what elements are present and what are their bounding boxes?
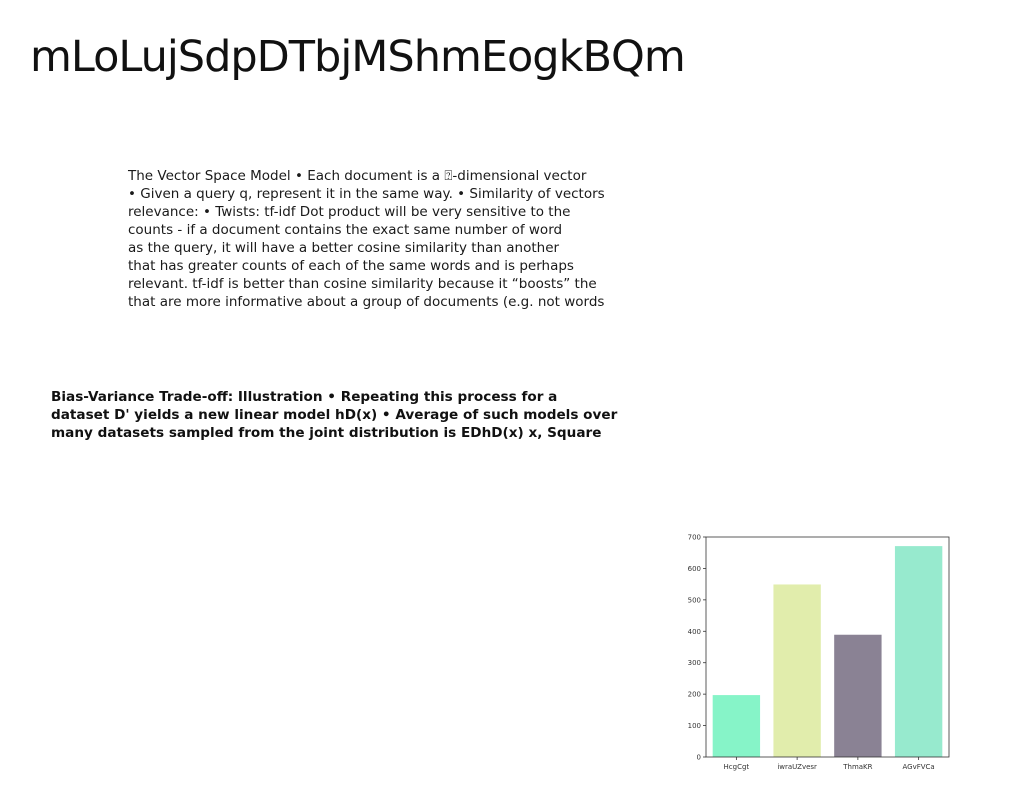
y-tick-label: 400 <box>688 628 701 636</box>
bar-HcgCgt <box>712 695 761 757</box>
vector-space-paragraph: The Vector Space Model • Each document i… <box>128 167 648 311</box>
bar-chart: 0 100 200 300 400 500 600 700 HcgCgt iwraUZvesr T… <box>688 534 950 771</box>
bold-line: Bias-Variance Trade-off: Illustration • … <box>51 389 558 405</box>
y-tick-label: 600 <box>688 565 701 573</box>
paragraph-line: counts - if a document contains the exac… <box>128 222 563 238</box>
bold-line: many datasets sampled from the joint dis… <box>51 425 602 441</box>
x-tick-label: iwraUZvesr <box>777 763 817 771</box>
y-tick-label: 200 <box>688 691 701 699</box>
bar-ThmaKR <box>834 634 882 757</box>
bars <box>712 546 943 757</box>
x-tick-label: ThmaKR <box>842 763 872 771</box>
paragraph-line: that are more informative about a group … <box>128 294 605 310</box>
y-tick-label: 500 <box>688 596 701 604</box>
plot-frame <box>705 536 950 758</box>
y-tick-label: 100 <box>688 722 701 730</box>
slide-title: mLoLujSdpDTbjMShmEogkBQm <box>30 32 686 82</box>
paragraph-line: as the query, it will have a better cosi… <box>128 240 560 256</box>
bar-iwraUZvesr <box>773 584 821 757</box>
bar-AGvFVCa <box>894 546 943 757</box>
y-tick-label: 300 <box>688 659 701 667</box>
paragraph-line: The Vector Space Model • Each document i… <box>128 168 587 184</box>
x-axis: HcgCgt iwraUZvesr ThmaKR AGvFVCa <box>724 757 935 771</box>
y-tick-label: 700 <box>688 534 701 542</box>
paragraph-line: relevant. tf-idf is better than cosine s… <box>128 276 597 292</box>
x-tick-label: HcgCgt <box>724 763 750 771</box>
y-axis: 0 100 200 300 400 500 600 700 <box>688 534 706 762</box>
y-tick-label: 0 <box>697 754 701 762</box>
paragraph-line: that has greater counts of each of the s… <box>128 258 574 274</box>
bias-variance-text: Bias-Variance Trade-off: Illustration • … <box>51 388 651 442</box>
x-tick-label: AGvFVCa <box>903 763 935 771</box>
bold-line: dataset D' yields a new linear model hD(… <box>51 407 618 423</box>
paragraph-line: relevance: • Twists: tf-idf Dot product … <box>128 204 571 220</box>
paragraph-line: • Given a query q, represent it in the s… <box>128 186 605 202</box>
